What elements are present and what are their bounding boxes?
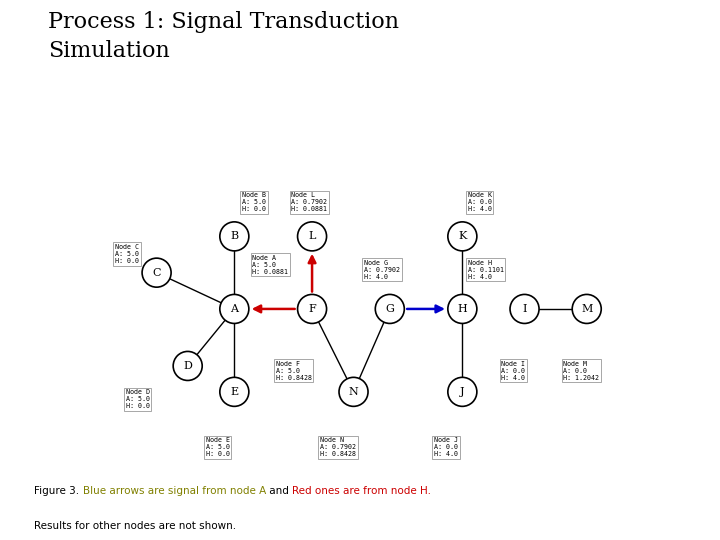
Text: L: L [308,231,316,241]
Text: Node H
A: 0.1101
H: 4.0: Node H A: 0.1101 H: 4.0 [467,260,503,280]
Circle shape [174,352,202,381]
Text: I: I [522,304,527,314]
Circle shape [448,377,477,407]
Text: Red ones are from node H.: Red ones are from node H. [292,485,431,496]
Text: Results for other nodes are not shown.: Results for other nodes are not shown. [34,521,236,531]
Text: F: F [308,304,316,314]
Circle shape [510,294,539,323]
Text: Figure 3.: Figure 3. [34,485,83,496]
Text: Node A
A: 5.0
H: 0.0881: Node A A: 5.0 H: 0.0881 [253,254,289,274]
Text: Node J
A: 0.0
H: 4.0: Node J A: 0.0 H: 4.0 [434,437,458,457]
Text: A: A [230,304,238,314]
Text: Process 1: Signal Transduction
Simulation: Process 1: Signal Transduction Simulatio… [48,11,400,62]
Text: Node M
A: 0.0
H: 1.2042: Node M A: 0.0 H: 1.2042 [564,361,600,381]
Text: Node C
A: 5.0
H: 0.0: Node C A: 5.0 H: 0.0 [115,244,139,264]
Text: Blue arrows are signal from node A: Blue arrows are signal from node A [83,485,266,496]
Text: E: E [230,387,238,397]
Circle shape [448,294,477,323]
Text: Node I
A: 0.0
H: 4.0: Node I A: 0.0 H: 4.0 [501,361,525,381]
Circle shape [339,377,368,407]
Text: K: K [458,231,467,241]
Text: N: N [348,387,359,397]
Text: M: M [581,304,593,314]
Circle shape [220,377,249,407]
Text: Node K
A: 0.0
H: 4.0: Node K A: 0.0 H: 4.0 [467,192,492,212]
Circle shape [297,294,327,323]
Text: Node N
A: 0.7902
H: 0.8428: Node N A: 0.7902 H: 0.8428 [320,437,356,457]
Text: H: H [457,304,467,314]
Text: Node L
A: 0.7902
H: 0.0881: Node L A: 0.7902 H: 0.0881 [292,192,328,212]
Text: Node E
A: 5.0
H: 0.0: Node E A: 5.0 H: 0.0 [206,437,230,457]
Text: Node D
A: 5.0
H: 0.0: Node D A: 5.0 H: 0.0 [125,389,150,409]
Text: C: C [153,268,161,278]
Circle shape [142,258,171,287]
Text: Node G
A: 0.7902
H: 4.0: Node G A: 0.7902 H: 4.0 [364,260,400,280]
Circle shape [572,294,601,323]
Text: J: J [460,387,464,397]
Text: G: G [385,304,395,314]
Circle shape [375,294,405,323]
Text: and: and [266,485,292,496]
Text: B: B [230,231,238,241]
Text: D: D [184,361,192,371]
Circle shape [297,222,327,251]
Text: Node F
A: 5.0
H: 0.8428: Node F A: 5.0 H: 0.8428 [276,361,312,381]
Circle shape [220,294,249,323]
Circle shape [220,222,249,251]
Text: Node B
A: 5.0
H: 0.0: Node B A: 5.0 H: 0.0 [242,192,266,212]
Circle shape [448,222,477,251]
